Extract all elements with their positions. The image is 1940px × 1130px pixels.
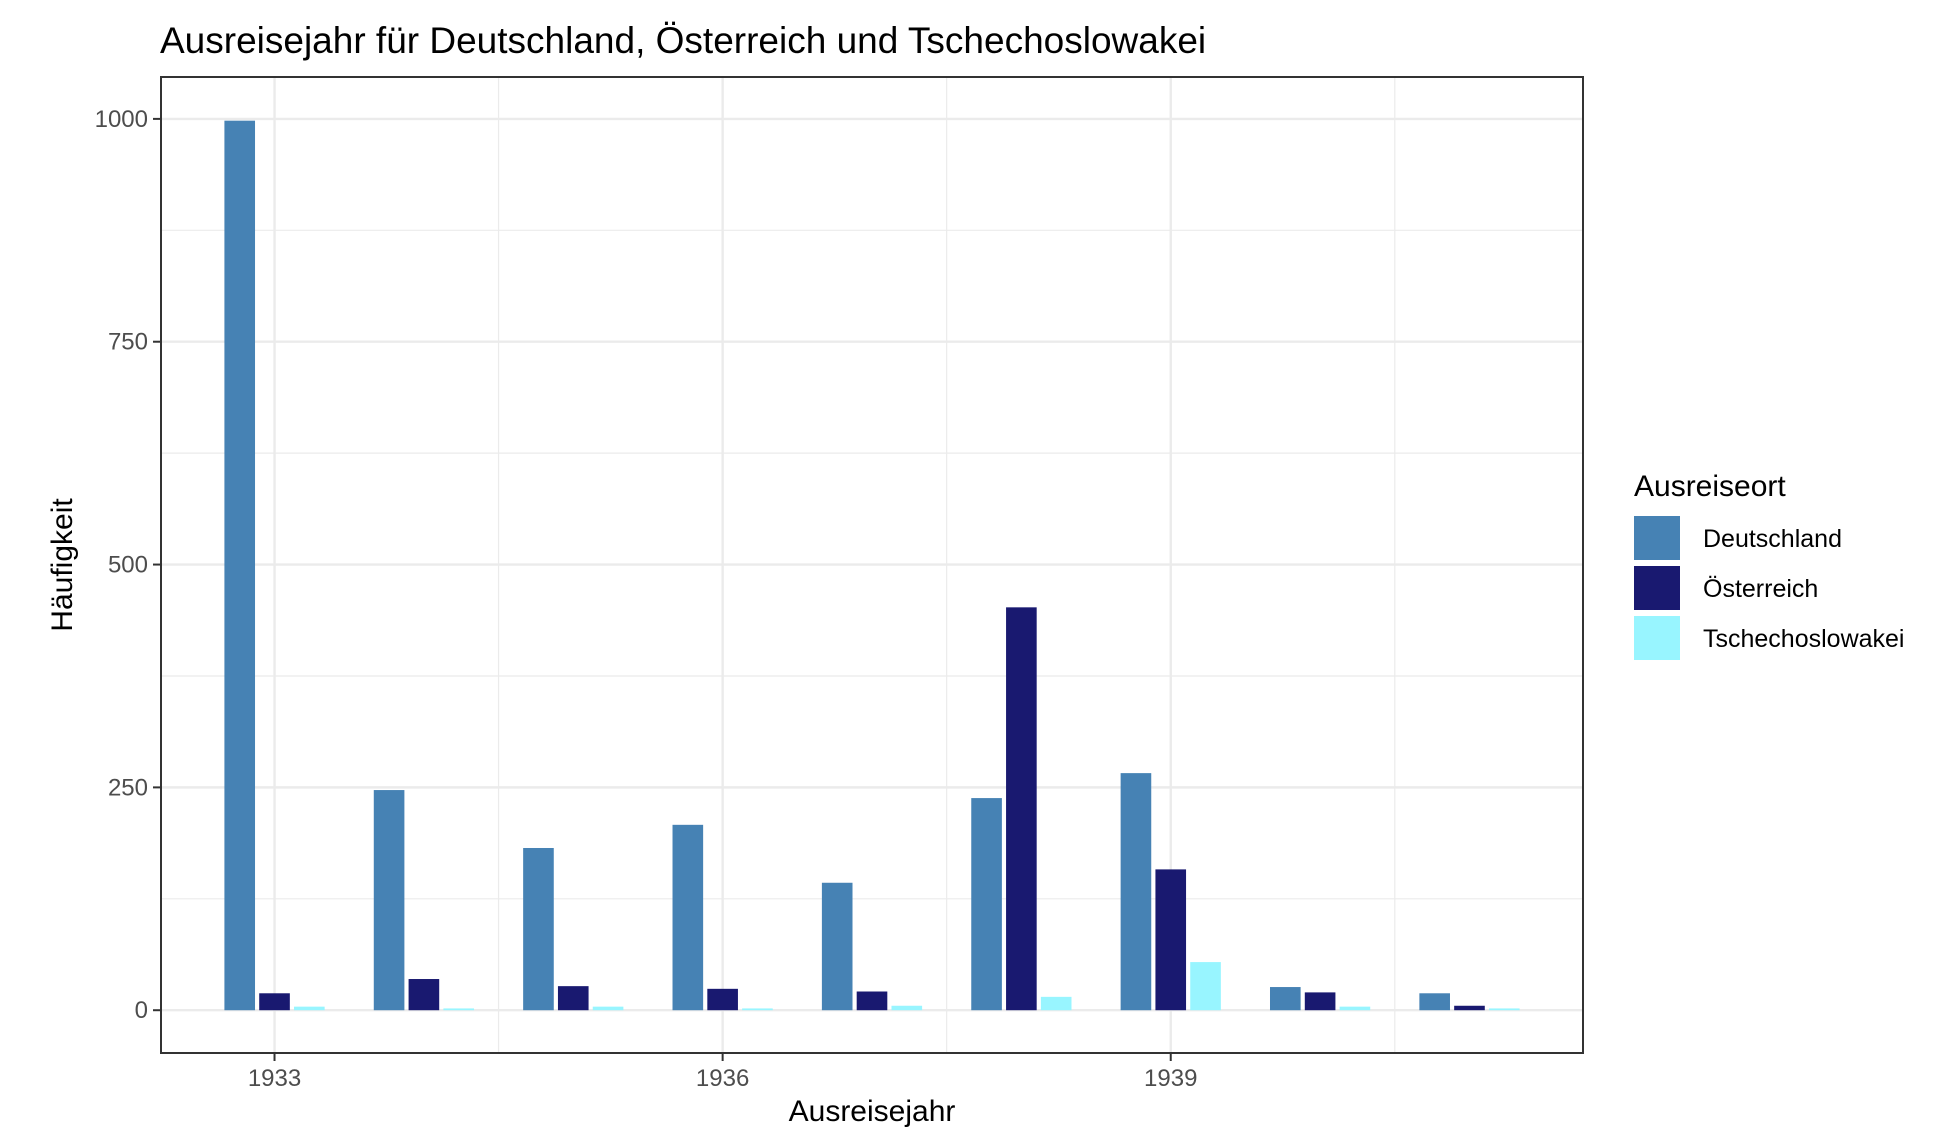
bar	[443, 1008, 475, 1011]
x-tick-label: 1939	[1144, 1065, 1197, 1092]
bar	[592, 1006, 624, 1011]
bar	[856, 991, 888, 1011]
chart-title: Ausreisejahr für Deutschland, Österreich…	[160, 20, 1206, 61]
bar	[1454, 1005, 1485, 1011]
bar	[557, 986, 589, 1011]
y-tick-label: 750	[108, 329, 148, 356]
grid	[161, 77, 1583, 1053]
bar	[1269, 987, 1301, 1011]
bar	[971, 798, 1002, 1011]
legend-swatch	[1634, 566, 1680, 610]
legend-label: Tschechoslowakei	[1703, 625, 1905, 653]
legend: Ausreiseort Deutschland Österreich Tschech…	[1634, 470, 1905, 660]
bar	[373, 790, 405, 1011]
x-tick-label: 1933	[248, 1065, 301, 1092]
bar	[707, 988, 738, 1011]
bar	[1339, 1006, 1371, 1011]
axis-ticks: 0 250 500 750 1000 1933 1936 1939	[95, 106, 1198, 1092]
legend-title: Ausreiseort	[1634, 470, 1786, 503]
bar	[1040, 996, 1072, 1011]
bar	[1488, 1008, 1520, 1011]
bar	[821, 882, 853, 1011]
bar	[259, 993, 290, 1011]
y-tick-label: 0	[135, 997, 148, 1024]
bar	[1190, 962, 1221, 1011]
bar	[742, 1008, 773, 1011]
bar	[294, 1006, 325, 1011]
legend-label: Österreich	[1703, 575, 1818, 603]
bar	[672, 824, 704, 1011]
bar	[224, 120, 256, 1011]
legend-label: Deutschland	[1703, 525, 1842, 553]
bars	[224, 120, 1520, 1011]
x-axis-title: Ausreisejahr	[789, 1095, 956, 1128]
bar	[523, 847, 554, 1011]
x-tick-label: 1936	[696, 1065, 749, 1092]
bar	[891, 1005, 923, 1011]
bar	[1155, 869, 1187, 1011]
legend-swatch	[1634, 616, 1680, 660]
legend-swatch	[1634, 516, 1680, 560]
bar	[1006, 607, 1037, 1011]
bar	[1120, 773, 1152, 1011]
bar	[1419, 993, 1450, 1011]
y-tick-label: 500	[108, 552, 148, 579]
y-tick-label: 250	[108, 774, 148, 801]
bar	[408, 979, 440, 1011]
bar	[1304, 992, 1336, 1011]
legend-items: Deutschland Österreich Tschechoslowakei	[1634, 516, 1905, 660]
y-tick-label: 1000	[95, 106, 148, 133]
y-axis-title: Häufigkeit	[46, 498, 79, 632]
